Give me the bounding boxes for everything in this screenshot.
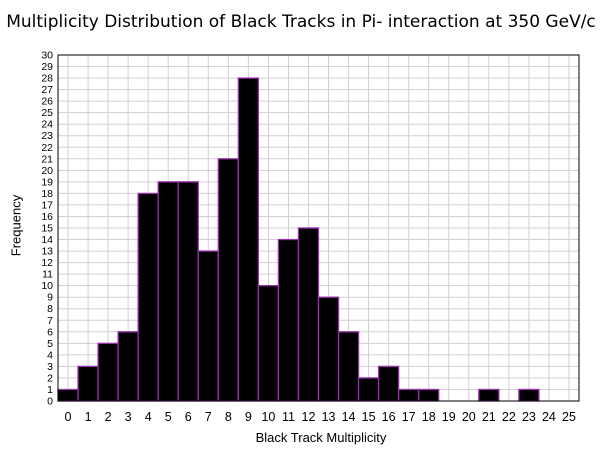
y-tick-label: 4	[47, 349, 53, 361]
x-tick-label: 24	[542, 410, 556, 424]
x-tick-label: 19	[442, 410, 456, 424]
x-tick-label: 11	[282, 410, 295, 424]
bar	[137, 192, 159, 402]
bar	[277, 238, 300, 402]
y-tick-label: 27	[41, 84, 53, 96]
x-axis-label: Black Track Multiplicity	[255, 430, 387, 445]
y-tick-label: 10	[41, 280, 53, 292]
y-tick-label: 17	[41, 199, 53, 211]
bar	[157, 181, 179, 402]
y-tick-label: 24	[41, 119, 53, 131]
x-tick-label: 15	[362, 410, 376, 424]
y-tick-label: 7	[47, 315, 53, 327]
y-tick-label: 30	[41, 50, 53, 62]
y-tick-label: 11	[42, 269, 53, 281]
y-tick-label: 20	[41, 165, 53, 177]
y-tick-label: 21	[41, 153, 53, 165]
x-tick-label: 18	[422, 410, 436, 424]
y-tick-label: 25	[41, 107, 53, 119]
x-tick-label: 23	[522, 410, 536, 424]
bar	[398, 388, 420, 402]
bar	[57, 388, 79, 402]
y-tick-label: 14	[41, 234, 53, 246]
y-tick-label: 5	[47, 338, 53, 350]
bar	[217, 158, 239, 402]
x-tick-label: 6	[185, 410, 192, 424]
y-tick-label: 2	[47, 372, 53, 384]
bar	[357, 377, 380, 402]
x-tick-label: 17	[402, 410, 416, 424]
bar	[478, 388, 500, 402]
y-tick-label: 22	[41, 142, 53, 154]
y-tick-label: 0	[47, 396, 53, 408]
bar	[117, 331, 139, 402]
y-tick-label: 9	[47, 292, 53, 304]
x-tick-label: 10	[261, 410, 275, 424]
x-tick-label: 25	[562, 410, 576, 424]
y-tick-label: 13	[41, 246, 53, 258]
y-tick-label: 29	[41, 61, 53, 73]
x-tick-label: 2	[105, 410, 112, 424]
bar	[97, 342, 119, 402]
bar	[237, 77, 260, 402]
y-tick-label: 18	[41, 188, 53, 200]
y-tick-label: 6	[47, 326, 53, 338]
x-tick-label: 9	[245, 410, 252, 424]
chart-title: Multiplicity Distribution of Black Track…	[6, 12, 596, 32]
bar	[418, 388, 440, 402]
x-tick-label: 13	[322, 410, 336, 424]
y-tick-label: 28	[41, 73, 53, 85]
x-tick-label: 7	[205, 410, 212, 424]
y-tick-label: 3	[47, 361, 53, 373]
x-tick-label: 20	[462, 410, 476, 424]
y-tick-label: 16	[41, 211, 53, 223]
bar	[77, 365, 99, 402]
y-tick-label: 12	[41, 257, 53, 269]
bar	[297, 227, 320, 402]
x-tick-label: 0	[65, 410, 72, 424]
x-tick-label: 14	[342, 410, 356, 424]
x-tick-label: 21	[482, 410, 496, 424]
bar	[257, 285, 280, 402]
y-tick-label: 23	[41, 130, 53, 142]
y-tick-label: 19	[41, 176, 53, 188]
bar	[377, 365, 400, 402]
plot-frame	[57, 54, 580, 402]
x-tick-label: 8	[225, 410, 232, 424]
x-tick-label: 22	[502, 410, 516, 424]
bar	[197, 250, 219, 402]
x-tick-label: 5	[165, 410, 172, 424]
bar	[518, 388, 540, 402]
y-tick-label: 15	[41, 223, 53, 235]
bar	[177, 181, 199, 402]
bar	[337, 331, 360, 402]
x-tick-label: 4	[145, 410, 152, 424]
bar	[317, 296, 340, 402]
x-tick-label: 1	[85, 410, 92, 424]
x-tick-label: 3	[125, 410, 132, 424]
y-tick-label: 26	[41, 96, 53, 108]
y-tick-label: 8	[47, 303, 53, 315]
x-tick-label: 16	[382, 410, 396, 424]
y-tick-label: 1	[47, 384, 53, 396]
x-tick-label: 12	[302, 410, 316, 424]
